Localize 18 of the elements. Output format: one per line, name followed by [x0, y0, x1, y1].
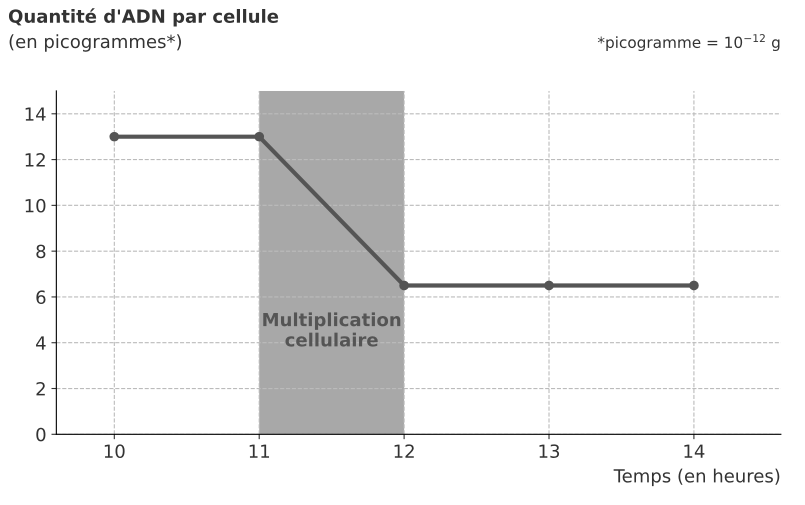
y-tick-label: 4	[36, 336, 46, 350]
chart-title: Quantité d'ADN par cellule	[8, 8, 278, 26]
y-tick-label: 10	[26, 198, 46, 212]
x-tick-label: 12	[394, 444, 414, 458]
y-tick-label: 2	[36, 382, 45, 396]
x-tick-label: 10	[104, 444, 125, 458]
x-tick-label: 13	[540, 444, 560, 458]
y-tick-label: 14	[26, 107, 46, 121]
y-tick-label: 6	[36, 290, 46, 304]
y-tick-label: 8	[36, 244, 46, 258]
x-tick-label: 11	[250, 444, 270, 458]
x-tick-label: 14	[684, 444, 704, 458]
y-tick-label: 12	[26, 153, 45, 166]
y-axis-title: (en picogrammes*)	[10, 34, 181, 52]
x-axis-title: Temps (en heures)	[614, 468, 780, 486]
text: *picogramme = 10$^{−12}$ g	[598, 34, 780, 52]
band-label: Multiplication cellulaire	[263, 312, 400, 347]
y-tick-label: 0	[36, 428, 46, 442]
